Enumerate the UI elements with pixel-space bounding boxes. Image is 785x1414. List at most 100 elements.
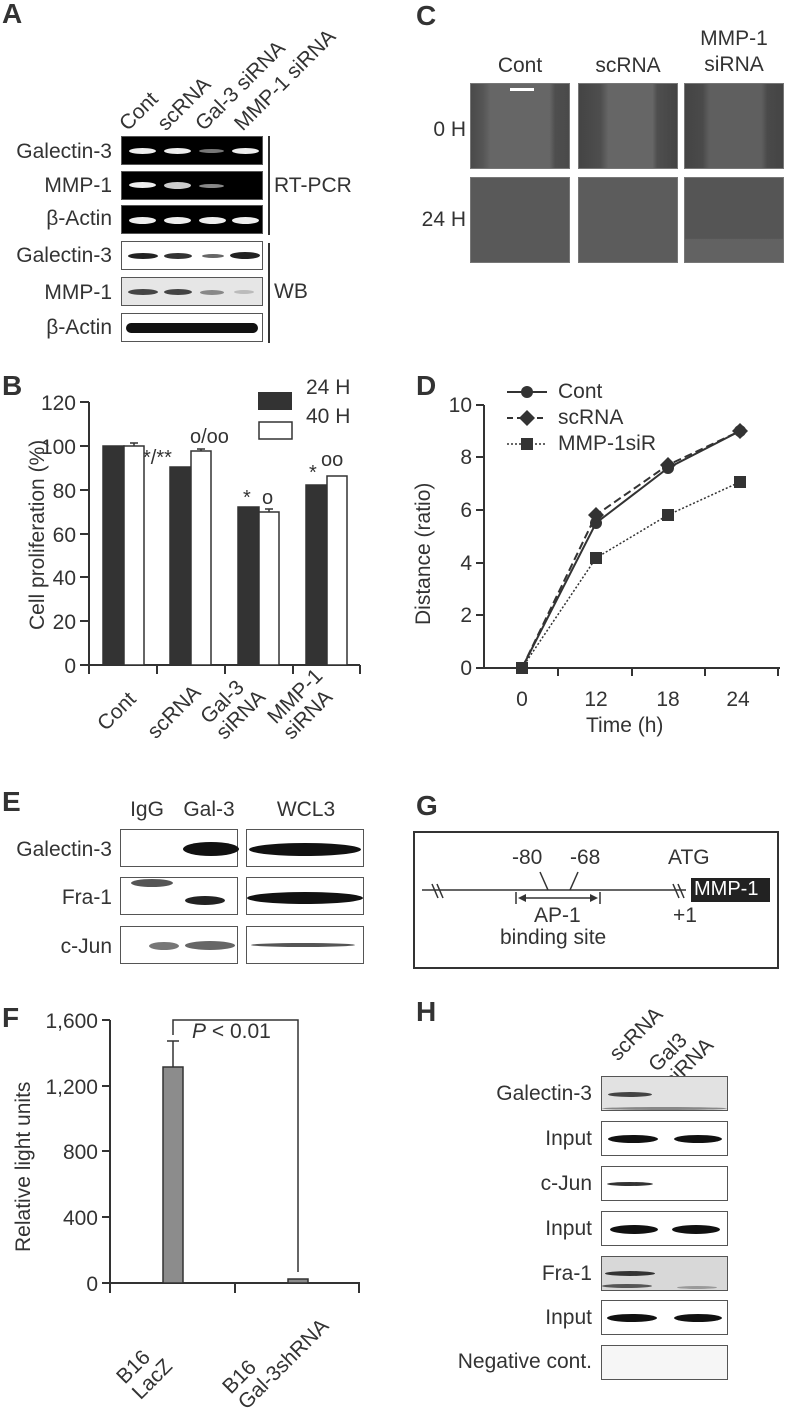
svg-text:18: 18 (656, 688, 679, 711)
p-symbol: P (192, 1020, 207, 1043)
ap1-label: AP-1 (534, 904, 581, 927)
col-title-mmp1-sirna: MMP-1 siRNA (684, 26, 784, 78)
row-label: Galectin-3 (496, 1082, 592, 1105)
chip-input-2 (601, 1211, 728, 1246)
panel-label-c: C (416, 0, 437, 31)
wb-label: WB (274, 280, 308, 303)
row-label: Galectin-3 (16, 838, 112, 861)
scale-bar (510, 88, 534, 91)
col-header-igg: IgG (130, 798, 164, 821)
ip-cjun (120, 926, 238, 964)
panel-label-a: A (2, 0, 23, 29)
rtpcr-label: RT-PCR (274, 174, 352, 197)
panel-label-e: E (2, 786, 21, 817)
svg-text:1,600: 1,600 (45, 1010, 98, 1033)
gel-galectin3 (121, 136, 263, 165)
chip-fra1 (601, 1256, 728, 1291)
chip-input-1 (601, 1121, 728, 1156)
col-title-line: MMP-1 (700, 27, 768, 50)
annotation: * (243, 487, 251, 509)
lane-label-cont: Cont (115, 87, 163, 136)
svg-text:0: 0 (460, 657, 472, 680)
svg-text:0: 0 (86, 1273, 98, 1296)
svg-text:100: 100 (41, 436, 76, 459)
svg-text:0: 0 (64, 655, 76, 678)
panel-label-g: G (416, 790, 438, 821)
row-label: Galectin-3 (16, 244, 112, 267)
chip-input-3 (601, 1300, 728, 1335)
f-x-tick-gal3shrna: B16 Gal-3shRNA (218, 1300, 333, 1414)
wcl-galectin3 (246, 829, 364, 867)
panel-label-h: H (416, 996, 437, 1027)
legend-mmp1sir: MMP-1siR (558, 432, 656, 455)
wcl-cjun (246, 926, 364, 964)
position-minus80: -80 (512, 846, 543, 869)
panel-label-f: F (2, 1002, 20, 1033)
chip-galectin3 (601, 1076, 728, 1111)
annotation: o/oo (190, 426, 229, 448)
wcl-fra1 (246, 877, 364, 915)
svg-text:0: 0 (516, 688, 528, 711)
ip-galectin3 (120, 829, 239, 867)
col-title-scrna: scRNA (595, 54, 661, 77)
row-label: Negative cont. (457, 1350, 592, 1373)
wound-image-mmp1-0h (684, 83, 784, 169)
svg-text:4: 4 (460, 552, 472, 575)
svg-text:60: 60 (53, 524, 76, 547)
wound-image-cont-24h (470, 177, 570, 263)
panel-label-d: D (416, 370, 437, 401)
wound-image-scrna-24h (578, 177, 678, 263)
svg-text:80: 80 (53, 480, 76, 503)
row-label: Fra-1 (541, 1262, 592, 1285)
row-label: Input (545, 1306, 592, 1329)
svg-text:24: 24 (726, 688, 750, 711)
row-label: Input (545, 1127, 592, 1150)
gel-beta-actin (121, 205, 263, 234)
chart-f: 1,600 1,200 800 400 0 (45, 1010, 360, 1296)
col-header-gal3: Gal-3 (183, 798, 235, 821)
col-title-line: siRNA (704, 53, 764, 76)
annotation: * (309, 462, 317, 484)
row-label-0h: 0 H (433, 118, 466, 141)
p-value-annotation: P < 0.01 (192, 1020, 271, 1044)
wound-image-mmp1-24h (684, 177, 784, 263)
row-label: β-Actin (46, 207, 112, 230)
row-label: c-Jun (540, 1172, 592, 1195)
svg-text:6: 6 (460, 499, 472, 522)
col-title-cont: Cont (497, 54, 543, 77)
d-x-axis-label: Time (h) (586, 714, 664, 737)
p-value-text: < 0.01 (206, 1020, 271, 1043)
legend-label-40h: 40 H (306, 405, 351, 428)
binding-site-label: binding site (500, 926, 607, 949)
wound-image-scrna-0h (578, 83, 678, 169)
svg-text:8: 8 (460, 446, 472, 469)
annotation: o (262, 487, 273, 509)
plus1-label: +1 (673, 904, 697, 927)
annotation: */** (143, 447, 172, 469)
row-label-24h: 24 H (421, 208, 466, 231)
gel-mmp1 (121, 171, 263, 200)
svg-text:10: 10 (449, 394, 472, 417)
position-minus68: -68 (570, 846, 601, 869)
row-label: c-Jun (60, 935, 112, 958)
svg-text:1,200: 1,200 (45, 1076, 98, 1099)
col-header-wcl3: WCL3 (276, 798, 336, 821)
atg-label: ATG (668, 846, 710, 869)
svg-text:120: 120 (41, 392, 76, 415)
wb-mmp1 (121, 277, 263, 306)
row-label: Fra-1 (61, 886, 112, 909)
svg-text:20: 20 (53, 611, 76, 634)
gene-mmp1-box: MMP-1 (694, 878, 759, 900)
chart-b: 120 100 80 60 40 20 0 */** o/oo * o * oo (41, 392, 361, 678)
svg-text:2: 2 (460, 604, 472, 627)
wb-beta-actin (121, 313, 263, 342)
chip-cjun (601, 1166, 728, 1201)
row-label: Input (545, 1217, 592, 1240)
panel-label-b: B (2, 370, 23, 401)
row-label: MMP-1 (44, 174, 112, 197)
promoter-diagram (413, 831, 779, 969)
row-label: Galectin-3 (16, 140, 112, 163)
wb-galectin3 (121, 241, 263, 270)
f-x-tick-lacz: B16 LacZ (112, 1340, 177, 1404)
svg-text:40: 40 (53, 567, 76, 590)
